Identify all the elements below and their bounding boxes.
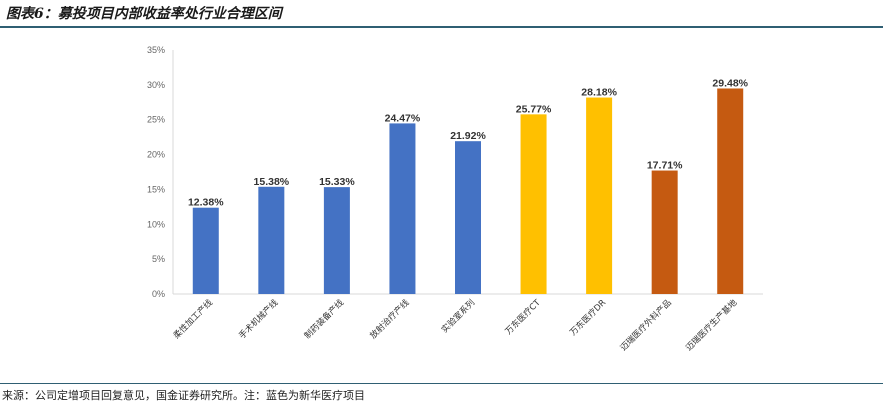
category-label: 万东医疗CT	[503, 297, 543, 337]
category-label: 迈瑞医疗外科产品	[618, 297, 674, 353]
bar-series	[192, 88, 744, 295]
y-tick-label: 0%	[152, 289, 165, 299]
data-label: 15.38%	[254, 176, 290, 188]
category-label: 迈瑞医疗生产基地	[683, 297, 739, 353]
data-label: 28.18%	[581, 87, 617, 99]
y-tick-label: 20%	[147, 150, 165, 160]
bar	[192, 207, 219, 294]
category-label: 手术机械产线	[237, 297, 281, 341]
y-tick-label: 25%	[147, 115, 165, 125]
title-rule	[0, 26, 883, 28]
bar	[520, 114, 547, 294]
y-tick-label: 10%	[147, 219, 165, 229]
category-label: 放射治疗产线	[368, 297, 412, 341]
y-tick-labels: 0% 5% 10% 15% 20% 25% 30% 35%	[147, 45, 165, 299]
category-labels: 柔性加工产线 手术机械产线 制药装备产线 放射治疗产线 实验室系列 万东医疗CT 万东医疗D…	[171, 297, 740, 353]
source-note: 来源：公司定增项目回复意见，国金证券研究所。注：蓝色为新华医疗项目	[2, 389, 365, 402]
data-label: 21.92%	[450, 130, 486, 142]
source-rule	[0, 383, 883, 384]
y-tick-label: 15%	[147, 184, 165, 194]
bar	[389, 123, 416, 294]
y-tick-label: 35%	[147, 45, 165, 55]
bar	[323, 187, 350, 294]
bar	[258, 186, 285, 294]
bar	[586, 97, 613, 295]
bar	[455, 141, 481, 294]
data-labels: 12.38% 15.38% 15.33% 24.47% 21.92% 25.77% 28.1…	[188, 77, 749, 208]
figure-title: 图表6：募投项目内部收益率处行业合理区间	[6, 6, 282, 22]
y-tick-label: 30%	[147, 80, 165, 90]
data-label: 12.38%	[188, 197, 224, 209]
y-tick-label: 5%	[152, 254, 165, 264]
category-label: 制药装备产线	[302, 297, 346, 341]
data-label: 24.47%	[385, 112, 421, 124]
category-label: 万东医疗DR	[568, 297, 609, 338]
bar	[717, 88, 744, 294]
data-label: 29.48%	[712, 77, 748, 89]
bar	[651, 170, 678, 294]
category-label: 实验室系列	[439, 297, 477, 335]
data-label: 17.71%	[647, 160, 683, 172]
bar-chart: 0% 5% 10% 15% 20% 25% 30% 35% 12.38% 15.38% 15.33…	[147, 45, 763, 353]
data-label: 25.77%	[516, 103, 552, 115]
category-label: 柔性加工产线	[171, 297, 215, 341]
data-label: 15.33%	[319, 176, 355, 188]
